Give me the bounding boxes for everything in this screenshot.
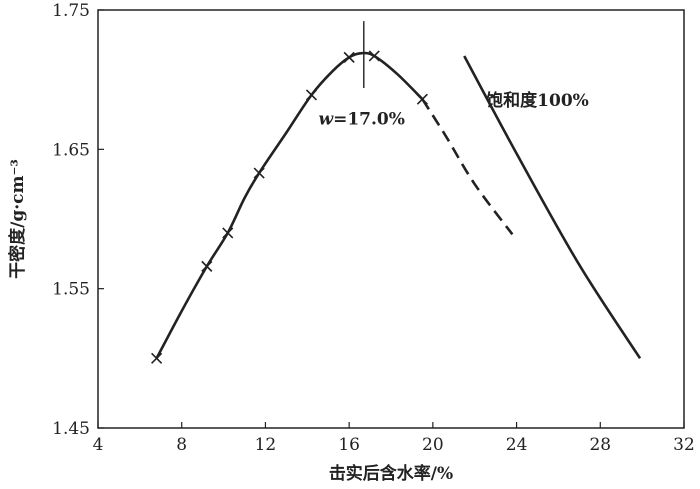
x-tick-label: 4 (93, 435, 104, 455)
data-point-marker (253, 167, 265, 179)
compaction-curve (155, 51, 424, 359)
markers-layer (151, 50, 428, 364)
data-point-marker (222, 227, 234, 239)
series-layer (155, 21, 642, 360)
y-tick-label: 1.55 (52, 280, 90, 300)
annotation-layer: w=17.0% 饱和度100% (318, 90, 588, 129)
x-tick-label: 20 (422, 435, 444, 455)
x-tick-label: 24 (506, 435, 528, 455)
y-tick-label: 1.75 (52, 1, 90, 21)
plot-frame (97, 9, 685, 429)
data-point-marker (201, 260, 213, 272)
y-tick-label: 1.45 (52, 419, 90, 439)
x-tick-label: 12 (255, 435, 277, 455)
x-axis-title: 击实后含水率/% (329, 463, 453, 484)
x-tick-label: 16 (338, 435, 360, 455)
data-point-marker (305, 89, 318, 101)
annotation-saturation-line: 饱和度100% (486, 90, 589, 111)
annotation-optimum-moisture: w=17.0% (318, 109, 404, 129)
data-point-marker (343, 51, 355, 63)
y-axis-title: 干密度/g·cm⁻³ (7, 159, 28, 279)
x-tick-label: 32 (673, 435, 695, 455)
data-point-marker (416, 93, 428, 105)
x-tick-label: 28 (589, 435, 611, 455)
x-tick-label: 8 (176, 435, 187, 455)
axis-ticks: 4 8 12 16 20 24 28 32 1.45 1.55 1.65 1.75 (52, 1, 695, 455)
y-tick-label: 1.65 (52, 140, 90, 160)
data-point-marker (368, 50, 380, 62)
data-point-marker (151, 352, 163, 364)
saturation-100-line (463, 55, 642, 360)
compaction-curve-extrapolation (421, 98, 514, 236)
